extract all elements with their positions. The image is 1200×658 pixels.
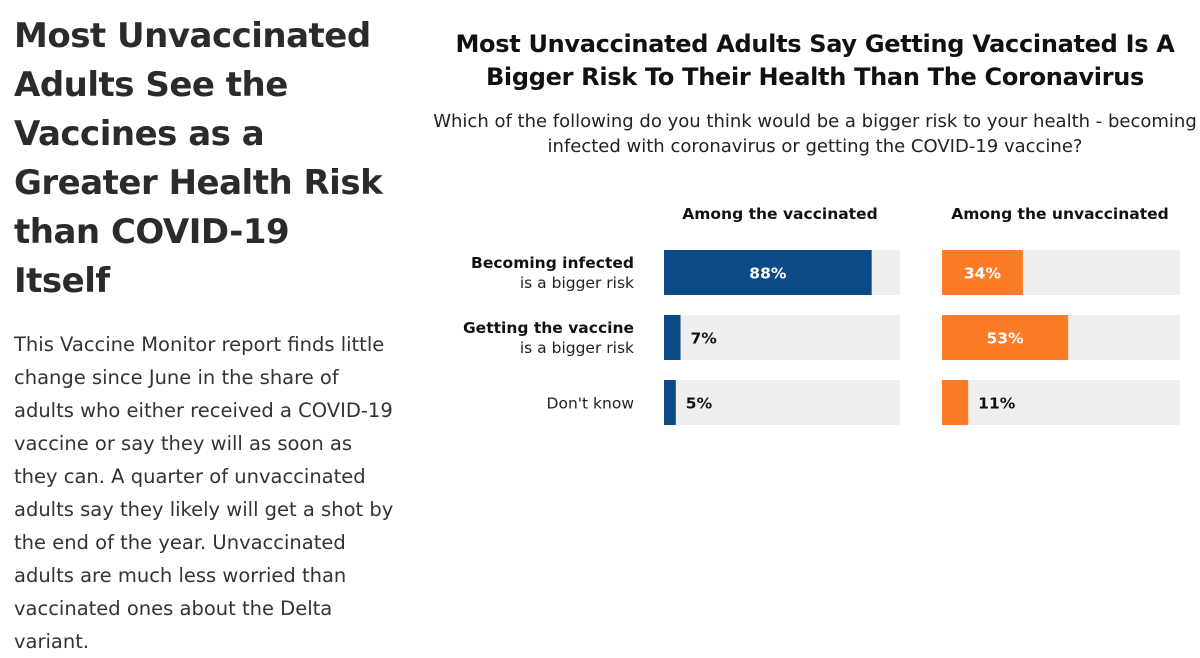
chart-subtitle: Which of the following do you think woul… [433,111,1197,157]
category-label-rest: is a bigger risk [520,339,634,357]
article-body: This Vaccine Monitor report finds little… [14,333,394,653]
bar-value-label: 11% [978,395,1016,413]
bar-value-label: 5% [686,395,713,413]
bar [942,315,1069,360]
category-label-rest: is a bigger risk [520,274,634,292]
category-label: Don't know [547,395,635,413]
bar-value-label: 7% [691,330,718,348]
bar [942,380,969,425]
bar [664,250,872,295]
bar-value-label: 34% [964,265,1002,283]
bar-value-label: 88% [749,265,787,283]
panel-header-vaccinated: Among the vaccinated [682,205,877,223]
category-label-bold: Becoming infected [471,254,634,272]
bar [664,380,676,425]
article-panel: Most Unvaccinated Adults See the Vaccine… [14,12,394,658]
bar [942,250,1023,295]
chart-panel: Most Unvaccinated Adults Say Getting Vac… [430,28,1200,159]
article-headline: Most Unvaccinated Adults See the Vaccine… [14,16,383,301]
bar-track [942,380,1180,425]
chart-title: Most Unvaccinated Adults Say Getting Vac… [455,30,1175,91]
bar-track [664,380,900,425]
panel-header-unvaccinated: Among the unvaccinated [951,205,1169,223]
bar-track [664,315,900,360]
bar [664,315,681,360]
bar-value-label: 53% [987,330,1025,348]
bar-chart: Among the vaccinated 88% 7% 5% Among the unv… [463,205,1180,425]
category-label-bold: Getting the vaccine [463,319,634,337]
